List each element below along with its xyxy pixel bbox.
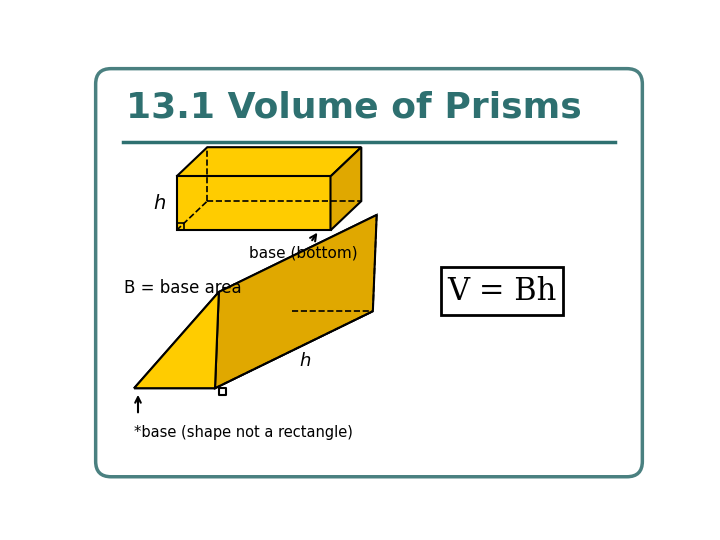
Polygon shape [215,215,377,388]
Text: *base (shape not a rectangle): *base (shape not a rectangle) [134,425,353,440]
Text: B = base area: B = base area [124,279,242,297]
Text: base (bottom): base (bottom) [249,234,358,260]
Text: h: h [300,352,311,370]
Polygon shape [134,311,373,388]
Polygon shape [176,147,361,177]
Polygon shape [330,147,361,231]
Text: 13.1 Volume of Prisms: 13.1 Volume of Prisms [127,90,582,124]
FancyBboxPatch shape [441,267,563,315]
Polygon shape [176,177,330,231]
Text: h: h [153,194,166,213]
Polygon shape [134,292,219,388]
Text: V = Bh: V = Bh [447,276,557,307]
FancyBboxPatch shape [96,69,642,477]
Polygon shape [134,215,377,388]
